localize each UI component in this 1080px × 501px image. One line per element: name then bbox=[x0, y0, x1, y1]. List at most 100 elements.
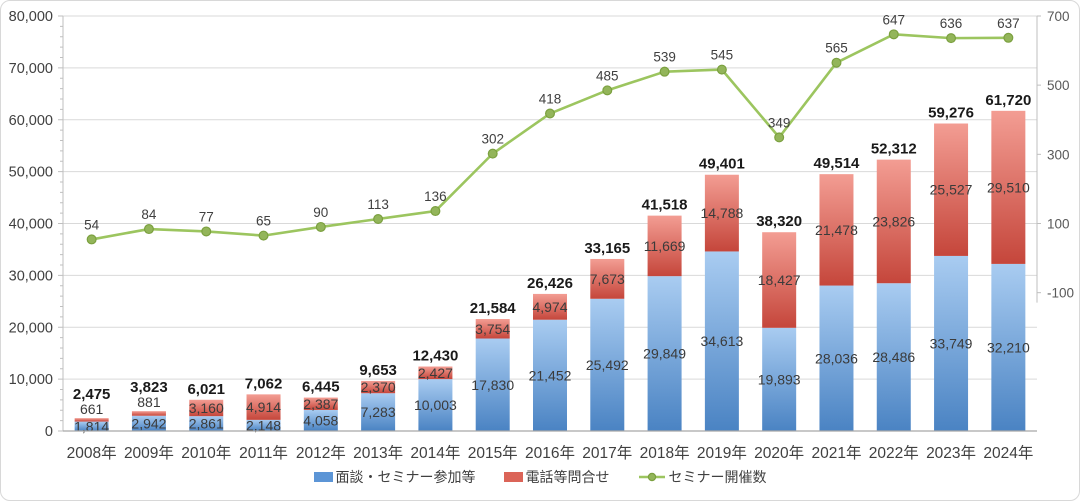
line-marker bbox=[1003, 32, 1014, 43]
line-value-label: 539 bbox=[653, 50, 676, 65]
line-value-label: 637 bbox=[997, 16, 1020, 31]
bar-segment-blue bbox=[647, 276, 682, 431]
x-axis-label: 2012年 bbox=[296, 444, 346, 462]
y-axis-right-label: 500 bbox=[1047, 78, 1070, 93]
legend-item-seminars: セミナー開催数 bbox=[638, 467, 767, 487]
y-axis-right-label: 300 bbox=[1047, 147, 1070, 162]
total-label: 12,430 bbox=[412, 348, 458, 365]
bar-segment-blue bbox=[819, 285, 854, 431]
red-segment-label: 25,527 bbox=[930, 182, 973, 198]
bar-segment-blue bbox=[762, 327, 797, 431]
bar-segment-blue bbox=[704, 251, 739, 431]
blue-segment-label: 2,148 bbox=[246, 417, 281, 433]
bar-segment-red bbox=[475, 319, 510, 339]
x-axis-label: 2020年 bbox=[754, 444, 804, 462]
red-segment-label: 29,510 bbox=[987, 179, 1030, 195]
blue-segment-label: 32,210 bbox=[987, 339, 1030, 355]
y-axis-left-label: 10,000 bbox=[9, 372, 53, 388]
x-axis-label: 2019年 bbox=[697, 444, 747, 462]
x-axis-label: 2013年 bbox=[353, 444, 403, 462]
red-segment-label: 14,788 bbox=[700, 205, 743, 221]
blue-bar-swatch-icon bbox=[313, 472, 333, 482]
x-axis-label: 2018年 bbox=[640, 444, 690, 462]
y-axis-left-label: 40,000 bbox=[9, 217, 53, 233]
line-value-label: 113 bbox=[367, 197, 389, 212]
bar-segment-red bbox=[418, 366, 453, 380]
line-marker bbox=[659, 66, 670, 77]
red-segment-label: 23,826 bbox=[872, 213, 915, 229]
bar-segment-red bbox=[246, 394, 281, 420]
line-marker bbox=[143, 224, 154, 235]
red-segment-label: 2,427 bbox=[418, 365, 453, 381]
blue-segment-label: 25,492 bbox=[586, 357, 629, 373]
bar-segment-red bbox=[762, 232, 797, 328]
x-axis-label: 2009年 bbox=[124, 444, 174, 462]
line-value-label: 647 bbox=[882, 12, 905, 27]
bar-segment-blue bbox=[590, 298, 625, 431]
line-value-label: 302 bbox=[481, 132, 504, 147]
line-value-label: 84 bbox=[141, 207, 157, 222]
line-value-label: 565 bbox=[825, 41, 848, 56]
blue-segment-label: 4,058 bbox=[303, 412, 338, 428]
legend-label-seminars: セミナー開催数 bbox=[668, 469, 767, 485]
bar-segment-red bbox=[131, 411, 166, 416]
line-value-label: 545 bbox=[711, 48, 734, 63]
x-axis-label: 2014年 bbox=[410, 444, 460, 462]
line-marker bbox=[201, 226, 212, 237]
total-label: 26,426 bbox=[527, 275, 573, 292]
y-axis-right-label: 700 bbox=[1047, 9, 1070, 24]
y-axis-left-label: 0 bbox=[45, 424, 53, 440]
bar-segment-blue bbox=[189, 416, 224, 431]
line-marker bbox=[258, 230, 269, 241]
total-label: 61,720 bbox=[985, 92, 1031, 109]
line-value-label: 136 bbox=[424, 189, 447, 204]
bar-segment-red bbox=[361, 380, 396, 394]
line-marker bbox=[544, 108, 555, 119]
y-axis-left-label: 50,000 bbox=[9, 165, 53, 181]
red-bar-swatch-icon bbox=[503, 472, 523, 482]
bar-segment-red bbox=[74, 418, 109, 422]
line-marker bbox=[487, 148, 498, 159]
red-segment-label: 661 bbox=[80, 401, 104, 417]
line-marker bbox=[774, 132, 785, 143]
total-label: 21,584 bbox=[470, 300, 517, 317]
y-axis-left-label: 60,000 bbox=[9, 113, 53, 129]
blue-segment-label: 2,861 bbox=[189, 416, 224, 432]
total-label: 41,518 bbox=[642, 197, 688, 214]
legend-label-meetings: 面談・セミナー参加等 bbox=[335, 469, 476, 485]
total-label: 2,475 bbox=[73, 386, 111, 403]
line-marker bbox=[430, 206, 441, 217]
line-marker bbox=[602, 85, 613, 96]
line-marker bbox=[86, 234, 97, 245]
bar-segment-red bbox=[189, 399, 224, 417]
total-label: 9,653 bbox=[359, 362, 397, 379]
green-line-marker-icon bbox=[638, 472, 665, 482]
red-segment-label: 2,370 bbox=[361, 379, 396, 395]
blue-segment-label: 10,003 bbox=[414, 397, 457, 413]
line-marker bbox=[716, 64, 727, 75]
line-value-label: 54 bbox=[84, 217, 100, 232]
blue-segment-label: 33,749 bbox=[930, 335, 973, 351]
y-axis-left-label: 70,000 bbox=[9, 61, 53, 77]
y-axis-left-label: 80,000 bbox=[9, 9, 53, 25]
red-segment-label: 18,427 bbox=[758, 272, 801, 288]
legend: 面談・セミナー参加等 電話等問合せ セミナー開催数 bbox=[1, 467, 1079, 487]
bar-segment-red bbox=[533, 293, 567, 320]
bar-segment-red bbox=[991, 110, 1026, 264]
line-value-label: 485 bbox=[596, 68, 619, 83]
bar-segment-blue bbox=[934, 255, 969, 431]
y-axis-right-label: 100 bbox=[1047, 217, 1070, 232]
red-segment-label: 4,974 bbox=[532, 299, 567, 315]
x-axis-label: 2016年 bbox=[525, 444, 575, 462]
total-label: 59,276 bbox=[928, 105, 974, 122]
line-value-label: 636 bbox=[940, 16, 963, 31]
bar-segment-blue bbox=[131, 415, 166, 431]
y-axis-left-label: 30,000 bbox=[9, 268, 53, 284]
seminar-line bbox=[91, 33, 1009, 241]
blue-segment-label: 21,452 bbox=[529, 367, 572, 383]
bar-segment-red bbox=[819, 174, 854, 286]
x-axis-label: 2008年 bbox=[67, 444, 117, 462]
line-value-label: 349 bbox=[768, 115, 791, 130]
x-axis-label: 2010年 bbox=[181, 444, 231, 462]
